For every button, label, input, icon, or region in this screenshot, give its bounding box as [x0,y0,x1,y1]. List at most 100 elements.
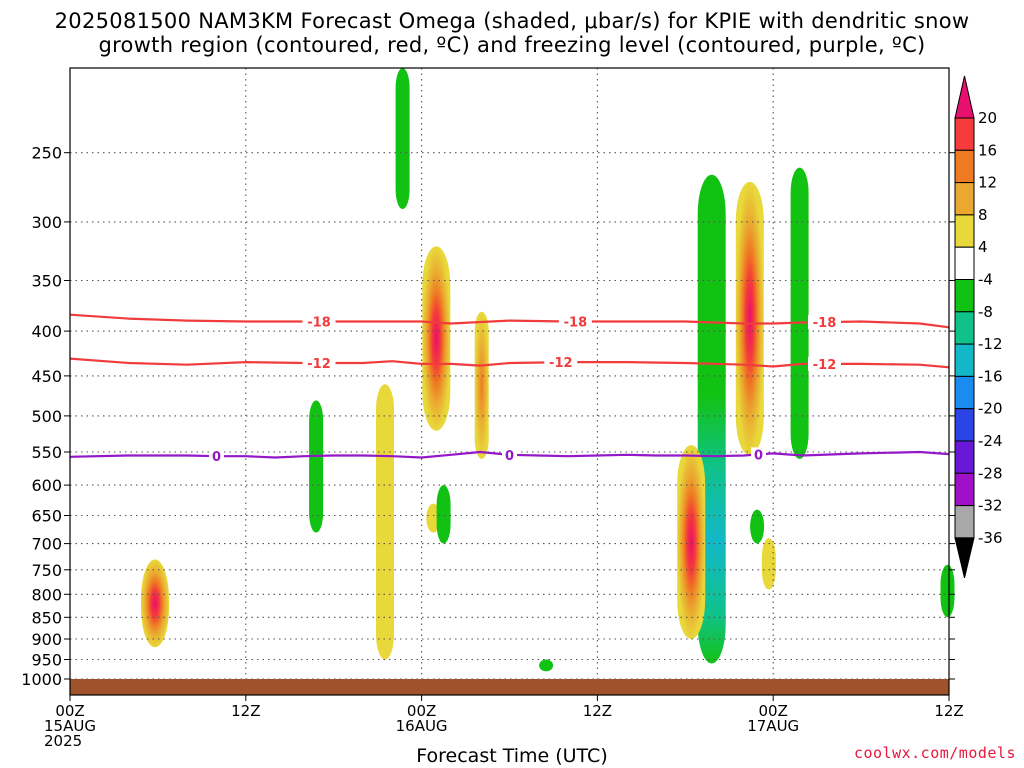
colorbar-label: -28 [978,464,1003,482]
colorbar-swatch [954,149,975,184]
plot-frame [69,67,950,696]
contour-label-bg [808,356,841,371]
colorbar-label: 8 [978,206,988,224]
y-tick-label: 950 [31,651,62,670]
chart-title-line1: 2025081500 NAM3KM Forecast Omega (shaded… [54,9,970,33]
omega-region [141,559,169,648]
grid-lines [70,68,949,695]
omega-region [539,659,554,672]
colorbar-swatch [954,246,975,280]
colorbar-label: -20 [978,400,1003,418]
colorbar-label: 12 [978,174,997,192]
contour-label: 0 [505,449,514,464]
y-axis: 250 300 350 400 450 500 550 600 650 700 750 800 850 9… [21,144,955,689]
contour-label: -18 [813,316,837,331]
colorbar-top-arrow [954,75,975,119]
colorbar-bottom-arrow [954,537,975,579]
y-tick-label: 300 [31,213,62,232]
omega-region [474,311,489,459]
omega-region [395,68,410,210]
contour-label: 0 [754,448,763,463]
contour-label-bg [302,356,336,370]
colorbar-label: -12 [978,335,1003,353]
contour-label-bg [808,315,841,330]
colorbar-label: -4 [978,271,993,289]
x-tick-label: 17AUG [747,717,799,735]
y-tick-label: 600 [31,476,62,495]
x-tick-label: 12Z [231,702,260,720]
omega-region [735,181,764,456]
colorbar-swatch [954,343,975,377]
chart-title-line2: growth region (contoured, red, ºC) and f… [98,33,926,57]
y-tick-label: 550 [31,443,62,462]
contour-label: -12 [307,357,331,372]
colorbar-label: 16 [978,141,997,159]
omega-region [761,538,776,590]
colorbar-label: -16 [978,367,1003,385]
y-tick-label: 350 [31,272,62,291]
omega-region [677,445,706,639]
x-tick-label: 00Z [407,702,436,720]
colorbar-swatch [954,472,975,507]
omega-region [376,384,394,660]
colorbar-swatch [954,279,975,313]
contour-label-bg [209,449,224,464]
colorbar-swatch [954,408,975,442]
y-tick-label: 900 [31,630,62,649]
contour-label-bg [544,355,578,370]
colorbar-label: -24 [978,432,1003,450]
y-tick-label: 700 [31,535,62,554]
omega-region [309,400,324,533]
omega-region [422,246,451,431]
colorbar-swatch [954,440,975,474]
y-tick-label: 850 [31,608,62,627]
y-tick-label: 650 [31,507,62,526]
colorbar-label: -32 [978,497,1003,515]
colorbar: 20 16 12 8 4 -4 -8 -12 -16 -20 -24 -28 -32 -36 [954,75,1003,579]
y-tick-label: 250 [31,144,62,163]
contour-label-bg [502,447,517,462]
omega-region [790,167,809,459]
omega-shading [141,68,955,672]
temperature-contours: -18 -18 -18 -12 -12 -12 0 0 0 [69,313,950,465]
colorbar-swatch [954,117,975,151]
y-tick-label: 400 [31,322,62,341]
colorbar-label: 20 [978,109,997,127]
x-tick-label: 2025 [44,732,82,750]
ground-surface [70,679,949,695]
omega-region [940,564,955,618]
colorbar-swatch [954,214,975,248]
contour-label-bg [751,447,766,462]
omega-region [436,485,451,544]
colorbar-label: 4 [978,238,988,256]
contour-label: -12 [813,358,837,373]
colorbar-label: -8 [978,303,993,321]
contour-line [69,357,950,369]
colorbar-label: -36 [978,529,1003,547]
y-tick-label: 750 [31,561,62,580]
site-credit: coolwx.com/models [853,744,1016,762]
colorbar-swatch [954,505,975,539]
x-tick-label: 00Z [55,702,84,720]
colorbar-swatch [954,375,975,410]
contour-label-bg [558,314,592,329]
contour-label: -18 [564,316,588,331]
y-tick-label: 800 [31,585,62,604]
contour-label: 0 [212,450,221,465]
colorbar-swatch [954,182,975,216]
x-axis-title: Forecast Time (UTC) [416,745,608,767]
y-tick-label: 450 [31,367,62,386]
omega-region [750,509,765,544]
x-tick-label: 12Z [934,702,963,720]
y-tick-label: 1000 [21,670,62,689]
contour-label: -18 [307,316,331,331]
colorbar-swatch [954,311,975,345]
x-tick-label: 15AUG [44,717,96,735]
y-tick-label: 500 [31,407,62,426]
x-tick-label: 00Z [759,702,788,720]
contour-label-bg [302,314,336,329]
x-tick-label: 12Z [583,702,612,720]
x-tick-label: 16AUG [396,717,448,735]
